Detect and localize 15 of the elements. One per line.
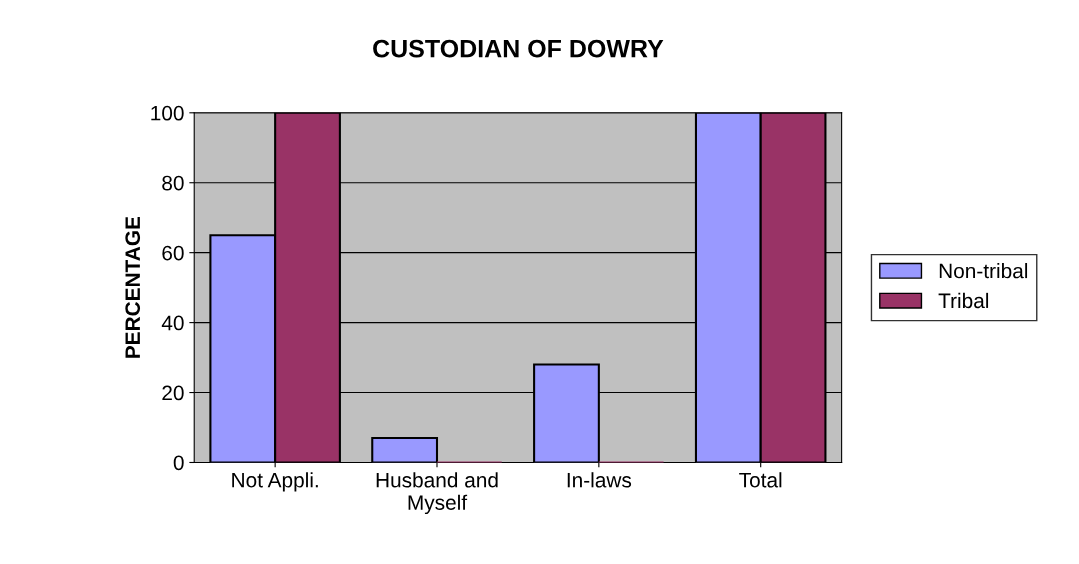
x-tick-label: Total	[739, 472, 782, 488]
legend-label: Tribal	[938, 292, 989, 309]
bar	[371, 436, 439, 463]
x-tick-label: Husband and Myself	[376, 472, 498, 515]
y-tick-label: 40	[161, 315, 184, 331]
legend-label: Non-tribal	[939, 263, 1028, 279]
x-tick-label: In-laws	[567, 472, 632, 488]
y-tick-label: 20	[162, 385, 184, 401]
y-tick-label: 100	[151, 105, 184, 121]
x-tick-label: Not Appli.	[232, 472, 318, 492]
y-tick-label: 80	[162, 175, 184, 191]
y-tick-label: 0	[173, 455, 184, 471]
y-tick-label: 60	[162, 245, 184, 261]
chart-title: CUSTODIAN OF DOWRY	[373, 39, 664, 58]
y-axis-title: PERCENTAGE	[125, 216, 141, 358]
